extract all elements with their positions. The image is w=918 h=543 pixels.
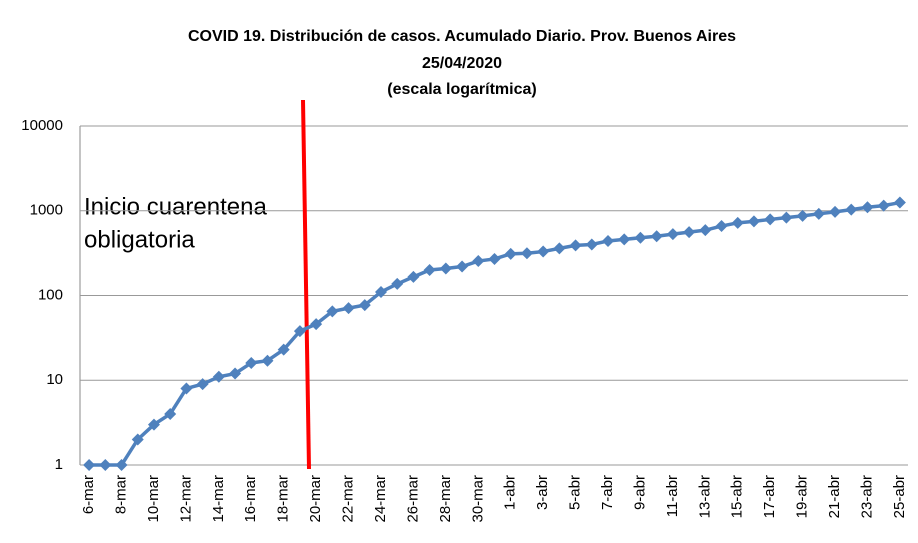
data-point [261,354,274,367]
data-point [147,418,160,431]
data-point [618,233,631,246]
data-point [277,343,290,356]
x-tick-label: 26-mar [404,475,421,523]
data-point [180,382,193,395]
data-point [472,255,485,268]
x-tick-label: 12-mar [177,475,194,523]
data-point [650,230,663,243]
data-point [602,234,615,247]
x-tick-label: 21-abr [826,475,843,518]
x-tick-label: 24-mar [372,475,389,523]
data-point [488,252,501,265]
data-point [715,220,728,233]
x-tick-label: 17-abr [761,475,778,518]
data-point [99,459,112,471]
data-point [893,196,906,209]
x-tick-label: 10-mar [145,475,162,523]
x-tick-label: 20-mar [307,475,324,523]
x-tick-label: 5-abr [567,475,584,510]
y-tick-label: 1000 [30,202,63,219]
annotation: obligatoria [84,226,195,253]
data-point [164,407,177,420]
x-tick-label: 14-mar [210,475,227,523]
data-point [245,356,258,369]
x-tick-label: 6-mar [80,475,97,514]
data-point [310,318,323,331]
data-point [764,213,777,226]
x-tick-label: 16-mar [242,475,259,523]
data-point [812,207,825,220]
x-tick-label: 22-mar [340,475,357,523]
data-point [131,433,144,446]
annotation: Inicio cuarentena [84,193,267,220]
x-tick-label: 1-abr [502,475,519,510]
data-point [520,247,533,260]
data-point [731,216,744,229]
x-tick-label: 7-abr [599,475,616,510]
data-point [326,305,339,318]
x-tick-label: 8-mar [113,475,130,514]
data-point [391,277,404,290]
x-tick-label: 23-abr [858,475,875,518]
x-tick-label: 11-abr [664,475,681,517]
data-point [666,228,679,241]
y-tick-label: 100 [38,286,63,303]
data-point [747,215,760,228]
data-point [553,242,566,255]
y-tick-label: 1 [55,456,63,473]
data-point [861,201,874,214]
chart-subtitle: 25/04/2020 [422,55,502,72]
data-point [83,459,96,471]
x-tick-label: 28-mar [437,475,454,523]
y-tick-label: 10000 [21,117,63,134]
x-tick-label: 9-abr [631,475,648,510]
data-point [569,239,582,252]
data-point [585,238,598,251]
data-point [456,260,469,273]
data-point [439,262,452,275]
x-tick-label: 13-abr [696,475,713,518]
data-point [504,247,517,260]
series-line [89,200,901,467]
data-point [780,211,793,224]
data-point [407,270,420,283]
data-point [634,231,647,244]
data-point [699,224,712,237]
data-point [374,285,387,298]
data-point [423,263,436,276]
data-point [115,459,128,471]
data-point [845,203,858,216]
data-point [196,378,209,391]
y-tick-label: 10 [46,371,63,388]
data-point [293,325,306,338]
data-point [212,370,225,383]
x-tick-label: 3-abr [534,475,551,510]
data-point [877,199,890,212]
x-tick-label: 25-abr [891,475,908,518]
x-tick-label: 15-abr [729,475,746,518]
x-tick-label: 30-mar [469,475,486,523]
data-point [358,299,371,312]
data-point [796,209,809,222]
data-point [683,226,696,239]
data-point [537,245,550,258]
data-point [829,205,842,218]
x-tick-label: 19-abr [794,475,811,518]
annotation-line [301,99,311,470]
data-point [229,367,242,380]
chart-title: COVID 19. Distribución de casos. Acumula… [188,28,736,45]
x-tick-label: 18-mar [275,475,292,523]
chart-note: (escala logarítmica) [387,81,536,98]
data-point [342,302,355,315]
